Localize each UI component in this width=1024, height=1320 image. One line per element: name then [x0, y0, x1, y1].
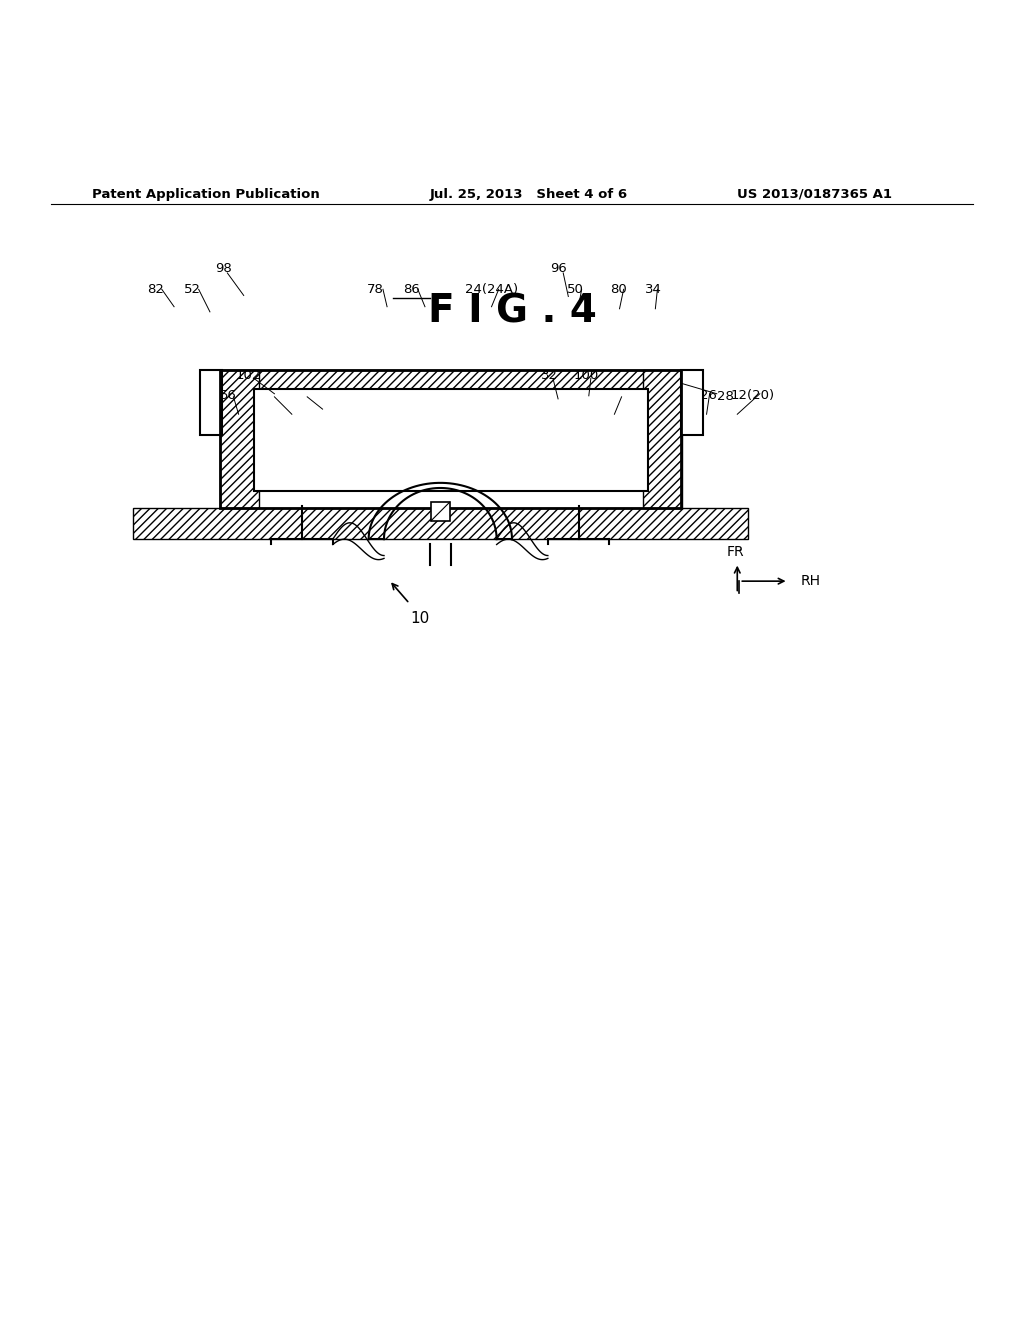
Text: 24(24A): 24(24A): [465, 282, 518, 296]
Bar: [643, 370, 682, 508]
Text: 56: 56: [220, 389, 237, 403]
Bar: [681, 370, 703, 434]
Text: 26: 26: [700, 389, 717, 403]
Text: 54: 54: [616, 389, 633, 403]
Text: 36: 36: [258, 389, 274, 403]
Text: US 2013/0187365 A1: US 2013/0187365 A1: [737, 187, 892, 201]
Text: 10: 10: [411, 611, 429, 626]
Text: 86: 86: [403, 282, 420, 296]
Text: 96: 96: [550, 263, 566, 276]
Text: RH: RH: [801, 574, 821, 589]
Bar: [220, 370, 681, 396]
Text: 78: 78: [368, 282, 384, 296]
Text: 24B: 24B: [284, 389, 310, 403]
Text: 82: 82: [147, 282, 164, 296]
Bar: [431, 503, 450, 520]
Bar: [220, 370, 259, 508]
Text: 104: 104: [346, 430, 371, 444]
Text: 102: 102: [236, 368, 260, 381]
Text: 98: 98: [215, 263, 231, 276]
Bar: [220, 370, 681, 508]
Text: 32: 32: [542, 368, 558, 381]
Text: 12(20): 12(20): [730, 389, 775, 403]
Text: 52: 52: [184, 282, 201, 296]
Text: Patent Application Publication: Patent Application Publication: [92, 187, 319, 201]
Text: 84(84A): 84(84A): [450, 430, 503, 444]
Text: F I G . 4: F I G . 4: [428, 293, 596, 331]
Bar: [254, 388, 648, 491]
Text: 50: 50: [567, 282, 584, 296]
Text: 28: 28: [717, 391, 733, 404]
Text: Jul. 25, 2013   Sheet 4 of 6: Jul. 25, 2013 Sheet 4 of 6: [430, 187, 628, 201]
Text: 34: 34: [645, 282, 662, 296]
Text: 100: 100: [573, 368, 598, 381]
Bar: [133, 508, 748, 539]
Bar: [202, 372, 220, 434]
Text: 80: 80: [610, 282, 627, 296]
Text: FR: FR: [726, 545, 744, 560]
Bar: [200, 370, 222, 434]
Bar: [682, 372, 700, 434]
